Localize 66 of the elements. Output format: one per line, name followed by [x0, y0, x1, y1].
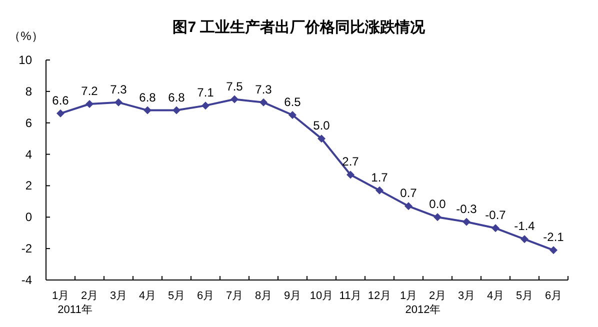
point: [462, 218, 470, 226]
text: 0.0: [429, 197, 446, 212]
point: [520, 235, 528, 244]
x-tick-label: 2月: [428, 290, 446, 302]
point: [260, 98, 268, 106]
y-axis-title: （%）: [8, 29, 44, 43]
text: 7.5: [226, 79, 243, 94]
point: [56, 109, 64, 118]
chart-title: 图7 工业生产者出厂价格同比涨跌情况: [172, 19, 426, 36]
text: -2.1: [543, 230, 564, 244]
x-tick-label: 8月: [254, 290, 272, 302]
text: 7.3: [110, 82, 127, 96]
point: [376, 186, 384, 194]
x-tick-label: 6月: [196, 290, 214, 302]
y-tick-label: 2: [25, 178, 32, 193]
x-tick-label: 5月: [168, 290, 186, 302]
point: [230, 95, 238, 104]
text: -0.3: [456, 202, 477, 216]
point: [550, 246, 558, 254]
point: [202, 102, 210, 110]
x-tick-label: 6月: [544, 290, 562, 302]
point: [288, 111, 296, 119]
x-tick-label: 1月: [400, 290, 418, 302]
text: 6.8: [139, 90, 156, 104]
y-tick-label: 8: [25, 84, 32, 98]
x-tick-label: 2月: [80, 290, 98, 302]
y-tick-label: 4: [25, 147, 32, 162]
point: [114, 98, 122, 106]
x-tick-label: 12月: [368, 290, 392, 302]
x-tick-label: 1月: [52, 290, 70, 302]
y-tick-label: -2: [21, 242, 32, 256]
x-tick-label: 3月: [110, 290, 128, 302]
x-tick-label: 3月: [458, 290, 476, 302]
x-tick-label: 4月: [486, 290, 504, 302]
x-tick-label: 11月: [339, 290, 362, 302]
text: 6.5: [284, 95, 301, 109]
point: [404, 202, 412, 210]
y-tick-label: 0: [25, 210, 32, 224]
point: [492, 224, 500, 232]
text: 7.2: [81, 84, 98, 98]
text: 6.8: [168, 90, 185, 104]
text: -1.4: [514, 219, 535, 234]
text: 1.7: [371, 170, 388, 184]
y-tick-label: 6: [25, 116, 32, 130]
x-tick-label: 10月: [310, 290, 334, 302]
point: [318, 134, 326, 143]
x-tick-label: 7月: [226, 290, 244, 302]
text: -0.7: [485, 208, 506, 222]
point: [434, 213, 442, 222]
y-tick-label: 10: [18, 53, 32, 67]
point: [346, 170, 354, 179]
text: 6.6: [52, 93, 69, 108]
x-tick-label: 9月: [284, 290, 302, 302]
point: [86, 100, 94, 108]
text: 7.1: [197, 86, 214, 100]
x-tick-label: 5月: [516, 290, 534, 302]
text: 2.7: [342, 154, 359, 169]
text: 2012年: [405, 304, 441, 316]
point: [172, 106, 180, 114]
text: 0.7: [400, 186, 417, 200]
text: 5.0: [313, 118, 330, 133]
text: 7.3: [255, 82, 272, 96]
point: [144, 106, 152, 114]
text: 2011年: [58, 304, 92, 316]
x-tick-label: 4月: [138, 290, 156, 302]
y-tick-label: -4: [21, 273, 32, 287]
